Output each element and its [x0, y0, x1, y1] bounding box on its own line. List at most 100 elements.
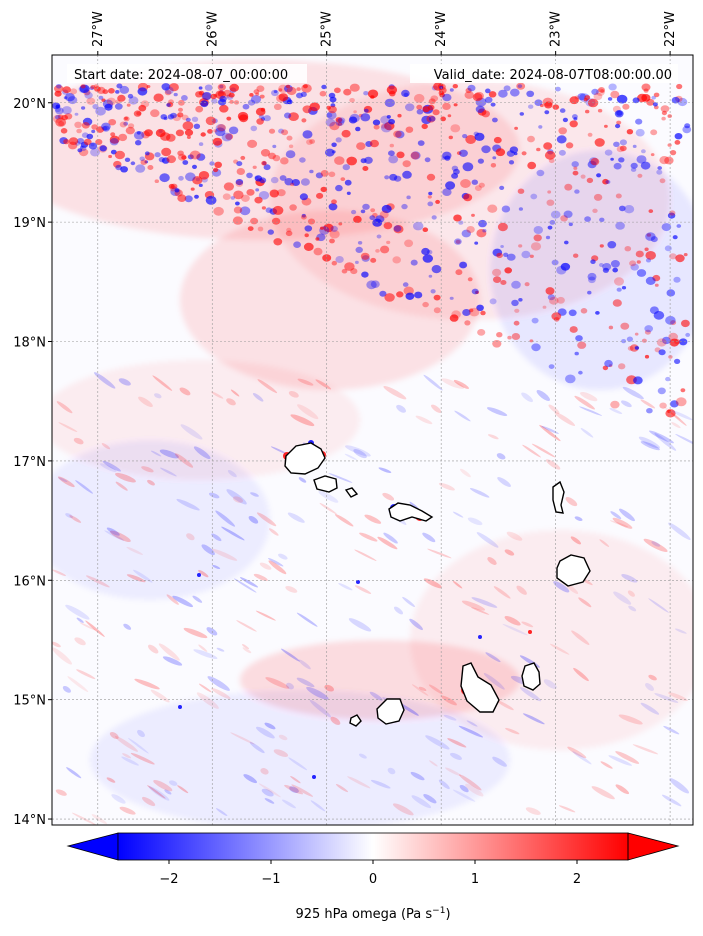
field-cell	[565, 142, 574, 149]
field-cell	[255, 188, 260, 192]
field-cell	[544, 110, 550, 115]
field-cell	[135, 140, 142, 146]
field-cell	[254, 196, 263, 204]
field-cell	[272, 205, 284, 215]
field-streak	[227, 469, 237, 478]
field-streak	[609, 408, 623, 414]
field-cell	[276, 189, 286, 197]
field-cell	[241, 194, 250, 202]
field-cell	[547, 190, 552, 194]
field-cell	[533, 226, 543, 234]
field-cell	[163, 116, 168, 121]
field-streak	[106, 527, 120, 536]
field-cell	[518, 298, 523, 302]
field-cell	[426, 173, 436, 181]
field-streak	[198, 683, 212, 693]
field-cell	[442, 102, 451, 110]
field-streak	[211, 548, 238, 561]
field-streak	[382, 492, 395, 501]
field-cell	[517, 84, 523, 88]
field-cell	[604, 359, 613, 368]
field-streak	[255, 610, 276, 621]
island-santa-luzia	[344, 487, 359, 498]
field-streak	[354, 585, 372, 594]
field-cell	[657, 387, 666, 395]
field-cell	[595, 311, 600, 315]
field-cell	[477, 329, 486, 336]
field-cell	[650, 153, 655, 157]
field-streak	[359, 532, 378, 542]
field-cell	[474, 132, 485, 141]
field-cell	[431, 265, 442, 274]
field-streak	[201, 544, 215, 556]
field-cell	[225, 133, 234, 140]
field-cell	[500, 280, 507, 285]
island-fogo	[376, 698, 405, 725]
field-cell	[460, 179, 471, 188]
field-cell	[190, 187, 195, 191]
field-streak	[492, 756, 507, 767]
field-cell	[141, 131, 151, 139]
field-cell	[313, 247, 323, 256]
field-streak	[138, 396, 153, 408]
field-cell	[604, 149, 613, 156]
field-cell	[551, 259, 559, 266]
field-cell	[108, 154, 112, 159]
field-cell	[153, 93, 164, 102]
field-cell	[204, 84, 213, 91]
field-cell	[192, 164, 197, 169]
field-cell	[449, 314, 459, 322]
field-cell	[119, 121, 127, 128]
field-cell	[401, 89, 410, 97]
field-cell	[127, 93, 134, 99]
field-cell	[247, 226, 254, 232]
field-cell	[402, 282, 409, 287]
field-cell	[119, 85, 130, 94]
field-cell	[328, 171, 336, 178]
field-cell	[154, 152, 161, 158]
field-streak	[338, 583, 353, 591]
field-streak	[452, 511, 464, 518]
field-streak	[65, 604, 90, 620]
field-streak	[521, 621, 534, 628]
field-cell	[610, 90, 620, 99]
field-streak	[516, 585, 527, 595]
field-cell	[492, 156, 497, 160]
field-cell	[346, 191, 351, 195]
field-cell	[396, 151, 405, 159]
field-streak	[328, 472, 353, 483]
field-streak	[567, 746, 587, 759]
field-cell	[178, 107, 183, 112]
field-cell	[177, 194, 187, 202]
field-cell	[285, 84, 291, 89]
field-cell	[184, 129, 194, 137]
field-cell	[469, 307, 480, 317]
lat-tick-label: 19°N	[13, 216, 46, 231]
field-cell	[114, 150, 125, 160]
field-cell	[108, 119, 117, 126]
field-cell	[146, 85, 151, 88]
field-strong-cell	[178, 705, 182, 709]
field-cell	[549, 296, 559, 305]
field-cell	[271, 89, 279, 97]
field-cell	[300, 178, 310, 186]
field-cell	[76, 128, 82, 134]
field-cell	[531, 317, 539, 324]
field-cell	[413, 221, 424, 231]
field-cell	[160, 132, 171, 141]
field-cell	[263, 115, 271, 122]
field-cell	[256, 118, 264, 125]
field-streak	[621, 400, 632, 408]
field-streak	[152, 375, 173, 391]
field-cell	[636, 260, 641, 264]
field-cell	[551, 312, 562, 321]
field-streak	[443, 714, 457, 721]
field-streak	[150, 450, 162, 457]
field-streak	[638, 436, 660, 449]
field-cell	[329, 121, 340, 131]
field-cell	[379, 290, 387, 297]
field-cell	[226, 116, 232, 121]
field-cell	[630, 162, 638, 169]
field-cell	[269, 189, 279, 198]
field-cell	[140, 159, 148, 165]
